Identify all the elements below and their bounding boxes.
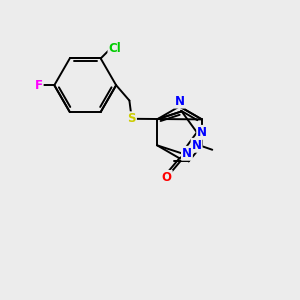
Text: N: N (174, 94, 184, 108)
Text: N: N (174, 94, 184, 108)
Text: S: S (128, 112, 136, 125)
Text: N: N (192, 139, 202, 152)
Text: N: N (192, 139, 202, 152)
Text: S: S (128, 112, 136, 125)
Text: Cl: Cl (108, 42, 121, 55)
Text: O: O (162, 171, 172, 184)
Text: N: N (182, 147, 192, 160)
Text: O: O (162, 171, 172, 184)
Text: F: F (35, 79, 43, 92)
Text: N: N (197, 126, 207, 139)
Text: N: N (197, 126, 207, 139)
Text: N: N (182, 147, 192, 160)
Text: F: F (35, 79, 43, 92)
Text: Cl: Cl (108, 42, 121, 55)
